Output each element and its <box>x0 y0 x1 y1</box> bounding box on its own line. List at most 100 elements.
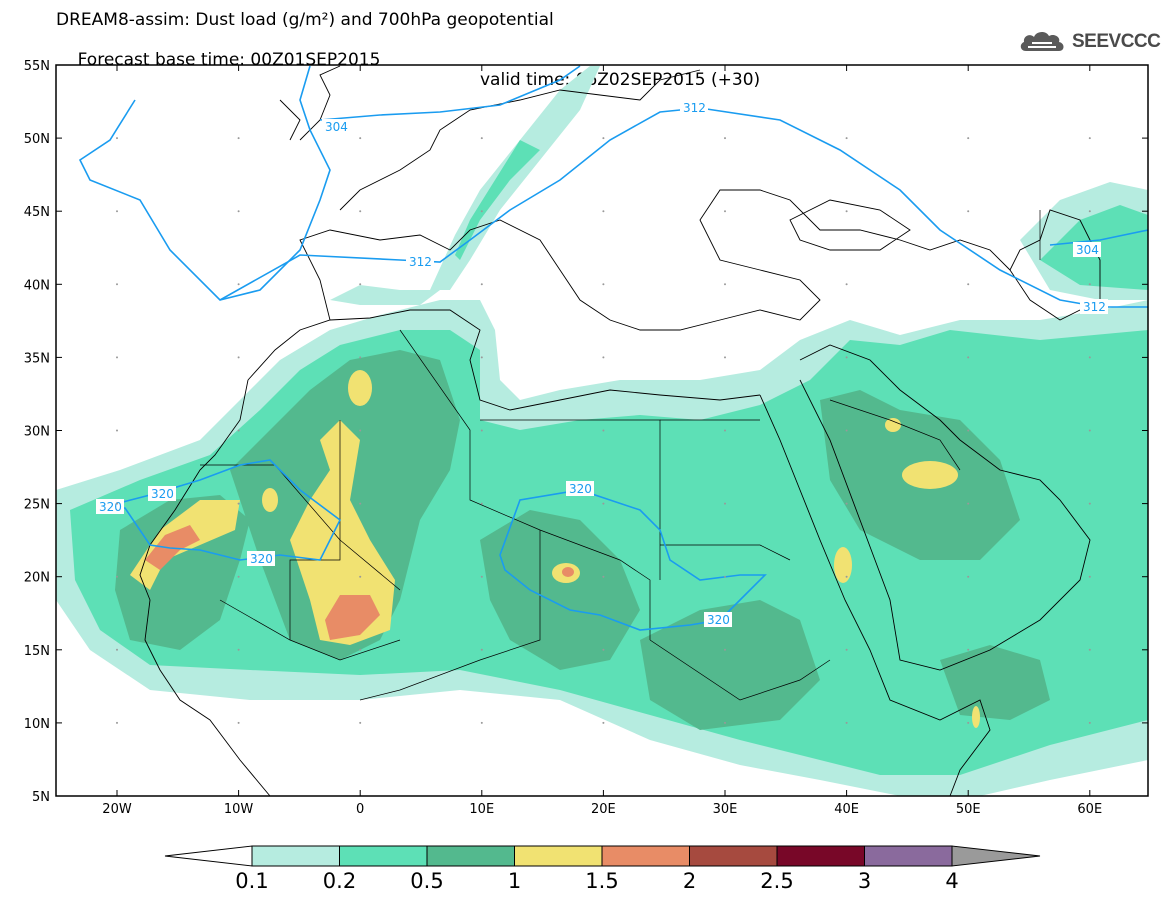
grid-dot <box>602 429 605 432</box>
map-title: DREAM8-assim: Dust load (g/m²) and 700hP… <box>56 10 554 30</box>
grid-dot <box>845 356 848 359</box>
dust-fields <box>56 65 1148 796</box>
grid-dot <box>967 648 970 651</box>
grid-dot <box>116 356 118 359</box>
grid-dot <box>967 283 970 286</box>
colorbar-segment <box>864 845 953 867</box>
dust-band-1-c <box>348 370 372 406</box>
grid-dot <box>845 210 848 213</box>
contour-label-312-a: 312 <box>406 254 434 269</box>
grid-dot <box>116 210 118 213</box>
coastline-north-africa <box>247 309 761 411</box>
grid-dot <box>845 575 848 578</box>
contour-label-304-a: 304 <box>322 119 350 134</box>
grid-dot <box>602 648 605 651</box>
grid-dot <box>967 137 970 140</box>
grid-dot <box>845 137 848 140</box>
grid-dot <box>724 502 726 505</box>
colorbar-segment <box>601 845 690 867</box>
coastline-west-africa <box>139 379 271 796</box>
coastline-black-sea <box>789 199 911 251</box>
dust-band-1-5-c <box>562 567 574 577</box>
grid-dot <box>359 356 362 359</box>
coastline-arabia <box>799 344 1091 671</box>
grid-dot <box>480 137 483 140</box>
dust-band-0-5-e <box>640 600 820 730</box>
grid-dot <box>480 356 483 359</box>
grid-dot <box>237 648 240 651</box>
colorbar-label: 3 <box>858 869 871 893</box>
svg-text:304: 304 <box>325 120 348 134</box>
svg-text:312: 312 <box>683 101 706 115</box>
lat-label: 25N <box>24 498 50 513</box>
grid-dot <box>359 502 362 505</box>
grid-dot <box>237 721 240 724</box>
lon-label: 10E <box>469 802 494 817</box>
colorbar: 0.1 0.2 0.5 1 1.5 2 2.5 3 4 <box>164 845 1041 893</box>
colorbar-label: 1 <box>508 869 521 893</box>
grid-dot <box>724 137 726 140</box>
coastline-caspian <box>1009 209 1101 321</box>
grid-dot <box>480 648 483 651</box>
grid-dot <box>359 137 362 140</box>
grid-dot <box>602 721 605 724</box>
valid-time: valid time: 06Z02SEP2015 (+30) <box>480 70 761 90</box>
dust-band-1 <box>290 420 395 645</box>
svg-text:312: 312 <box>409 255 432 269</box>
lon-label: 0 <box>356 802 364 817</box>
dust-band-1-f <box>902 461 958 489</box>
svg-text:304: 304 <box>1076 243 1099 257</box>
grid-dot <box>967 356 970 359</box>
country-borders <box>200 210 1041 701</box>
lat-label: 5N <box>32 790 50 805</box>
grid-dot <box>359 648 362 651</box>
grid-dot <box>602 502 605 505</box>
graticule-dots <box>116 137 1091 724</box>
contour-label-312-b: 312 <box>680 100 708 115</box>
colorbar-label: 0.1 <box>235 869 268 893</box>
dust-band-1-5 <box>325 595 380 640</box>
colorbar-label: 2 <box>683 869 696 893</box>
lon-label: 30E <box>713 802 738 817</box>
grid-dot <box>724 648 726 651</box>
grid-dot <box>1088 502 1091 505</box>
grid-dot <box>116 137 118 140</box>
grid-dot <box>724 356 726 359</box>
lon-label: 40E <box>834 802 859 817</box>
grid-dot <box>237 502 240 505</box>
logo-text: SEEVCCC <box>1072 31 1161 52</box>
map-header: DREAM8-assim: Dust load (g/m²) and 700hP… <box>56 10 856 110</box>
grid-dot <box>967 429 970 432</box>
grid-dot <box>480 502 483 505</box>
grid-dot <box>359 575 362 578</box>
grid-dot <box>724 283 726 286</box>
dust-plume-alps <box>455 140 540 260</box>
grid-dot <box>116 575 118 578</box>
colorbar-segment <box>251 845 340 867</box>
contour-labels: 304 312 312 312 304 320 320 320 <box>96 100 1108 627</box>
lat-label: 45N <box>24 205 50 220</box>
contour-label-320-e: 320 <box>704 612 732 627</box>
colorbar-segment <box>426 845 515 867</box>
contour-label-304-b: 304 <box>1073 242 1101 257</box>
grid-dot <box>1088 210 1091 213</box>
grid-dot <box>359 283 362 286</box>
grid-dot <box>237 137 240 140</box>
contour-304-north <box>319 65 581 121</box>
lat-label: 30N <box>24 425 50 440</box>
contour-label-320-b: 320 <box>96 499 124 514</box>
grid-dot <box>602 575 605 578</box>
dust-band-0-5-c <box>480 510 640 670</box>
longitude-axis: 20W 10W 0 10E 20E 30E 40E 50E 60E <box>102 65 1102 817</box>
grid-dot <box>116 648 118 651</box>
grid-dot <box>116 721 118 724</box>
coastline-red-sea <box>759 394 991 796</box>
coastline-europe <box>299 189 1011 331</box>
grid-dot <box>845 283 848 286</box>
contour-320-main <box>99 459 342 561</box>
grid-dot <box>845 721 848 724</box>
grid-dot <box>724 210 726 213</box>
grid-dot <box>1088 721 1091 724</box>
grid-dot <box>602 137 605 140</box>
grid-dot <box>724 429 726 432</box>
